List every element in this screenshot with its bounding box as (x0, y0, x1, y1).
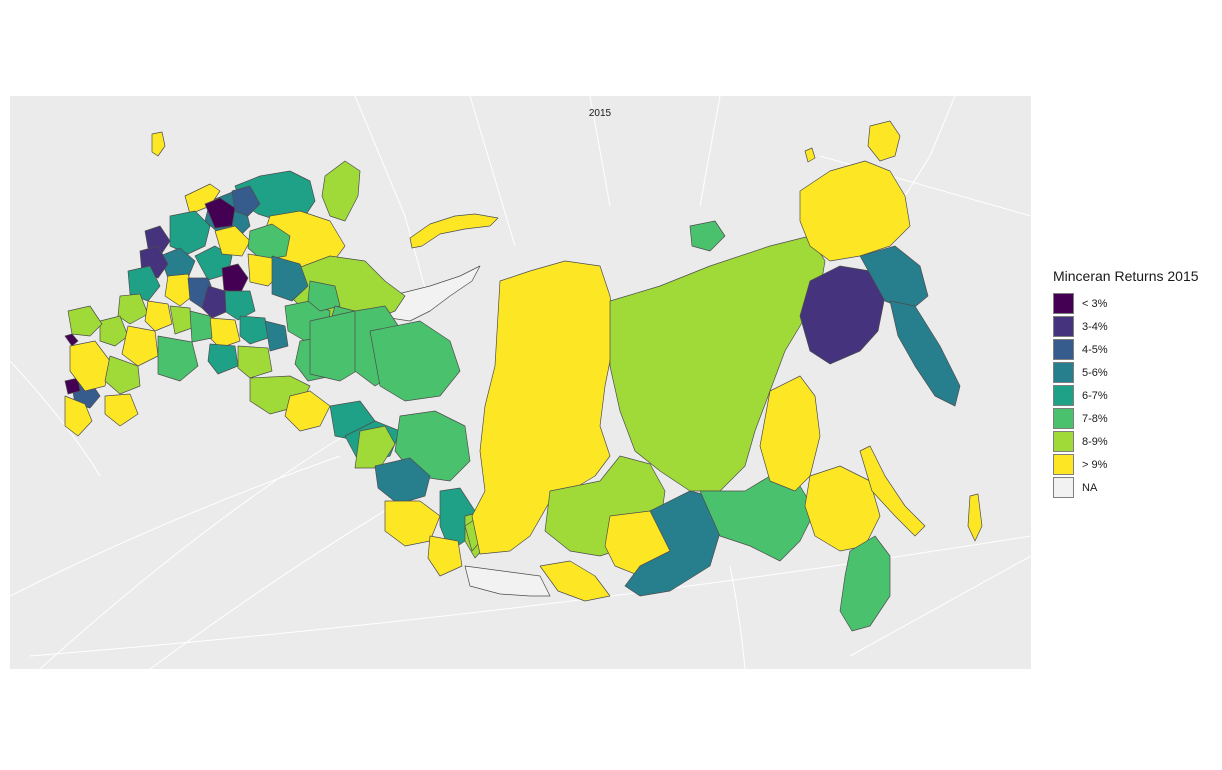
legend-item: 4-5% (1053, 338, 1199, 361)
graticule-line (354, 96, 431, 307)
region-novaya-zemlya (409, 213, 499, 249)
legend-swatch (1053, 454, 1074, 475)
graticule-line (699, 96, 721, 207)
legend-label: 5-6% (1082, 366, 1108, 379)
regions (64, 120, 983, 632)
region-novosibirsk (354, 425, 396, 469)
region-krasnodar (64, 377, 81, 395)
region-leningrad (169, 210, 211, 255)
region-chukotka-tip (867, 120, 901, 162)
graticule-line (10, 360, 101, 477)
region-magadan (799, 265, 886, 365)
graticule-line (10, 455, 341, 597)
region-astrakhan (64, 395, 93, 437)
graticule-line (849, 555, 1031, 657)
legend-item: NA (1053, 476, 1199, 499)
legend-label: 8-9% (1082, 435, 1108, 448)
choropleth-map (10, 96, 1031, 669)
region-crimea-area (64, 333, 79, 347)
graticule-line (729, 565, 746, 669)
graticule-line (39, 425, 361, 669)
region-mongolia-area (464, 565, 551, 597)
region-vladimir (224, 290, 256, 321)
region-mordovia (239, 315, 269, 345)
region-penza (207, 317, 241, 349)
region-kaliningrad (151, 131, 166, 157)
legend-swatch (1053, 431, 1074, 452)
legend-item: 7-8% (1053, 407, 1199, 430)
region-tuva (539, 560, 611, 602)
region-stavropol (67, 305, 103, 337)
legend-item: 5-6% (1053, 361, 1199, 384)
legend-swatch (1053, 316, 1074, 337)
region-khanty-mansi (369, 320, 461, 402)
region-kamchatka (889, 300, 961, 407)
graticule-line (149, 495, 411, 669)
region-nizhny (271, 255, 309, 302)
region-ryazan (201, 285, 229, 319)
region-samara (207, 343, 239, 375)
region-saratov (157, 335, 199, 382)
legend-swatch (1053, 408, 1074, 429)
region-kursk (117, 293, 149, 325)
legend-label: 4-5% (1082, 343, 1108, 356)
strip-title: 2015 (588, 108, 612, 119)
region-dagestan (104, 393, 139, 427)
legend-label: 7-8% (1082, 412, 1108, 425)
region-novgorod (231, 185, 261, 217)
map-panel (10, 96, 1031, 669)
region-yaroslavl (214, 225, 251, 257)
region-vologda (204, 197, 236, 229)
region-kalmykia (104, 355, 141, 395)
region-tver (159, 247, 196, 279)
legend-swatch (1053, 339, 1074, 360)
graticule-line (589, 96, 611, 207)
legend-swatch (1053, 385, 1074, 406)
region-kirov (221, 263, 249, 295)
region-kaluga (164, 273, 196, 307)
region-udmurtia (307, 280, 341, 312)
region-sakhalin (859, 445, 926, 537)
region-lipetsk (169, 305, 193, 335)
region-islands-north (804, 147, 816, 163)
legend-swatch (1053, 293, 1074, 314)
region-voronezh (121, 325, 159, 367)
region-ulyanovsk (237, 345, 273, 379)
legend-item: > 9% (1053, 453, 1199, 476)
legend-item: 8-9% (1053, 430, 1199, 453)
legend-swatch (1053, 362, 1074, 383)
legend-label: NA (1082, 481, 1098, 494)
region-chelyabinsk (284, 390, 331, 432)
region-amur (699, 475, 816, 562)
region-kostroma (247, 223, 291, 261)
legend-item: < 3% (1053, 292, 1199, 315)
legend-item: 3-4% (1053, 315, 1199, 338)
legend-item: 6-7% (1053, 384, 1199, 407)
region-volgograd (69, 340, 111, 392)
region-orel (144, 300, 173, 332)
region-chukotka (799, 160, 911, 262)
region-koryak (859, 245, 929, 312)
region-belgorod (99, 315, 129, 347)
region-khakassia (427, 535, 463, 577)
legend-title: Minceran Returns 2015 (1053, 268, 1199, 284)
legend-label: > 9% (1082, 458, 1108, 471)
region-nenets (321, 160, 361, 222)
legend: Minceran Returns 2015 < 3% 3-4% 4-5% 5-6… (1053, 268, 1199, 499)
legend-swatch (1053, 477, 1074, 498)
legend-label: 3-4% (1082, 320, 1108, 333)
region-bryansk (127, 265, 161, 302)
graticule-line (469, 96, 516, 247)
region-chuvashia (264, 320, 289, 352)
legend-label: 6-7% (1082, 389, 1108, 402)
region-taimyr-islands (689, 220, 726, 252)
region-primorsky (839, 535, 891, 632)
region-tambov (189, 310, 213, 343)
region-kuril (967, 493, 983, 542)
region-kemerovo (374, 457, 431, 505)
region-white-sea-yellow (184, 183, 221, 215)
legend-label: < 3% (1082, 297, 1108, 310)
